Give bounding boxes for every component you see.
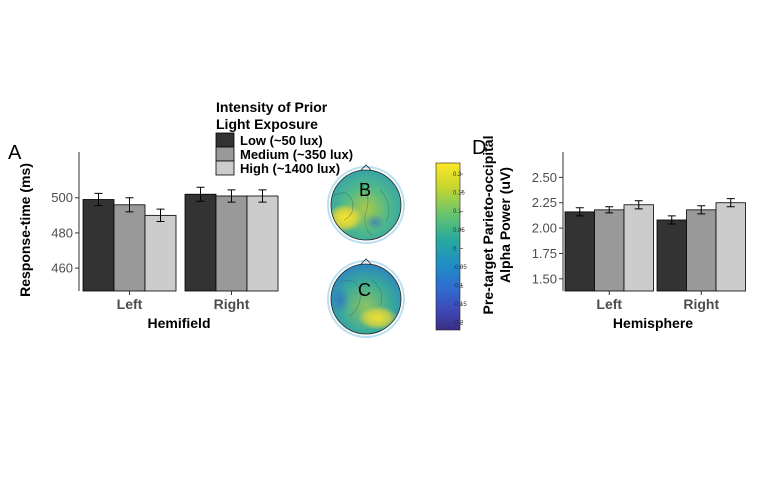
topomap-c: C bbox=[327, 258, 405, 338]
chart-a-bar-right-3 bbox=[246, 195, 279, 292]
colorbar-tick-label: 0.2 bbox=[453, 172, 462, 178]
chart-a-bar-right-2 bbox=[215, 195, 248, 292]
chart-a-errorbar-left-1 bbox=[94, 192, 103, 207]
panel-label-c: C bbox=[358, 280, 371, 300]
legend: Intensity of Prior Light Exposure Low (~… bbox=[215, 99, 353, 176]
chart-a-xtick-label-left: Left bbox=[117, 296, 143, 312]
colorbar-tick-label: 0.1 bbox=[453, 209, 462, 215]
chart-a-ytick-label: 480 bbox=[51, 225, 73, 240]
chart-a-x-title: Hemifield bbox=[147, 315, 210, 331]
chart-a-ytick-label: 500 bbox=[51, 190, 73, 205]
chart-a-errorbar-left-2 bbox=[125, 197, 134, 213]
chart-d-y-title-line2: Alpha Power (uV) bbox=[497, 167, 513, 283]
chart-a-ytick-label: 460 bbox=[51, 261, 73, 276]
colorbar-tick-label: -0.05 bbox=[453, 265, 467, 271]
panel-label-a: A bbox=[8, 142, 22, 164]
chart-a-bar-left-3 bbox=[144, 214, 177, 292]
chart-d-ytick-label: 1.50 bbox=[532, 271, 557, 286]
chart-d-bar-right-3 bbox=[715, 202, 746, 292]
chart-d-errorbar-left-1 bbox=[575, 207, 584, 217]
legend-item-high: High (~1400 lux) bbox=[215, 160, 340, 176]
chart-a-y-title: Response-time (ms) bbox=[17, 163, 33, 297]
chart-d-bar-left-1 bbox=[564, 211, 595, 292]
legend-label-low: Low (~50 lux) bbox=[240, 133, 323, 148]
legend-title-line2: Light Exposure bbox=[216, 116, 318, 132]
chart-a-errorbar-left-3 bbox=[156, 208, 165, 222]
chart-d-bar-right-2 bbox=[686, 209, 717, 292]
chart-a-errorbar-right-1 bbox=[196, 186, 205, 202]
chart-d-xtick-label-left: Left bbox=[596, 296, 622, 312]
colorbar-tick-label: -0.2 bbox=[453, 321, 464, 327]
chart-a-bar-right-1 bbox=[184, 193, 217, 292]
chart-d-errorbar-left-3 bbox=[634, 200, 643, 210]
colorbar-tick-label: 0.05 bbox=[453, 228, 465, 234]
chart-d-bar-left-2 bbox=[594, 209, 625, 292]
chart-a-bar-left-1 bbox=[82, 199, 115, 292]
topomap-b: B bbox=[327, 164, 405, 244]
alpha-power-chart: 1.50 1.75 2.00 2.25 2.50 Left Right Hemisphere P… bbox=[480, 136, 746, 331]
colorbar-tick-label: -0.15 bbox=[453, 302, 467, 308]
chart-d-errorbar-left-2 bbox=[605, 206, 614, 214]
chart-d-x-title: Hemisphere bbox=[613, 315, 693, 331]
panel-label-d: D bbox=[472, 137, 486, 159]
chart-d-ytick-label: 2.00 bbox=[532, 221, 557, 236]
legend-item-low: Low (~50 lux) bbox=[215, 132, 323, 148]
legend-swatch-high bbox=[215, 160, 235, 176]
chart-d-bar-left-3 bbox=[623, 204, 654, 292]
panel-label-b: B bbox=[359, 180, 371, 200]
chart-d-ytick-label: 2.25 bbox=[532, 195, 557, 210]
chart-d-errorbar-right-1 bbox=[667, 215, 676, 225]
chart-d-y-title-line1: Pre-target Parieto-occipital bbox=[480, 136, 496, 315]
legend-label-high: High (~1400 lux) bbox=[240, 161, 340, 176]
legend-swatch-low bbox=[215, 132, 235, 148]
legend-item-medium: Medium (~350 lux) bbox=[215, 146, 353, 162]
chart-a-xtick-label-right: Right bbox=[214, 296, 250, 312]
chart-d-ytick-label: 2.50 bbox=[532, 170, 557, 185]
colorbar-tick-label: 0.15 bbox=[453, 191, 465, 197]
chart-a-errorbar-right-2 bbox=[227, 189, 236, 203]
colorbar-ticks: 0.2 0.15 0.1 0.05 0 -0.05 -0.1 -0.15 -0.2 bbox=[453, 172, 467, 326]
legend-label-medium: Medium (~350 lux) bbox=[240, 147, 353, 162]
colorbar-tick-label: 0 bbox=[453, 246, 457, 252]
colorbar: 0.2 0.15 0.1 0.05 0 -0.05 -0.1 -0.15 -0.2 bbox=[435, 162, 467, 331]
legend-title-line1: Intensity of Prior bbox=[216, 99, 328, 115]
chart-a-bar-left-2 bbox=[113, 204, 146, 292]
chart-d-errorbar-right-2 bbox=[697, 205, 706, 215]
chart-d-ytick-label: 1.75 bbox=[532, 246, 557, 261]
chart-d-bar-right-1 bbox=[656, 219, 687, 292]
colorbar-tick-label: -0.1 bbox=[453, 283, 464, 289]
chart-d-xtick-label-right: Right bbox=[683, 296, 719, 312]
colorbar-gradient bbox=[435, 162, 461, 331]
chart-d-errorbar-right-3 bbox=[726, 198, 735, 208]
panel-d: D 1.50 1.75 2.00 2.25 2.50 Left Right Hemispher… bbox=[472, 136, 746, 331]
legend-swatch-medium bbox=[215, 146, 235, 162]
chart-a-errorbar-right-3 bbox=[258, 189, 267, 203]
